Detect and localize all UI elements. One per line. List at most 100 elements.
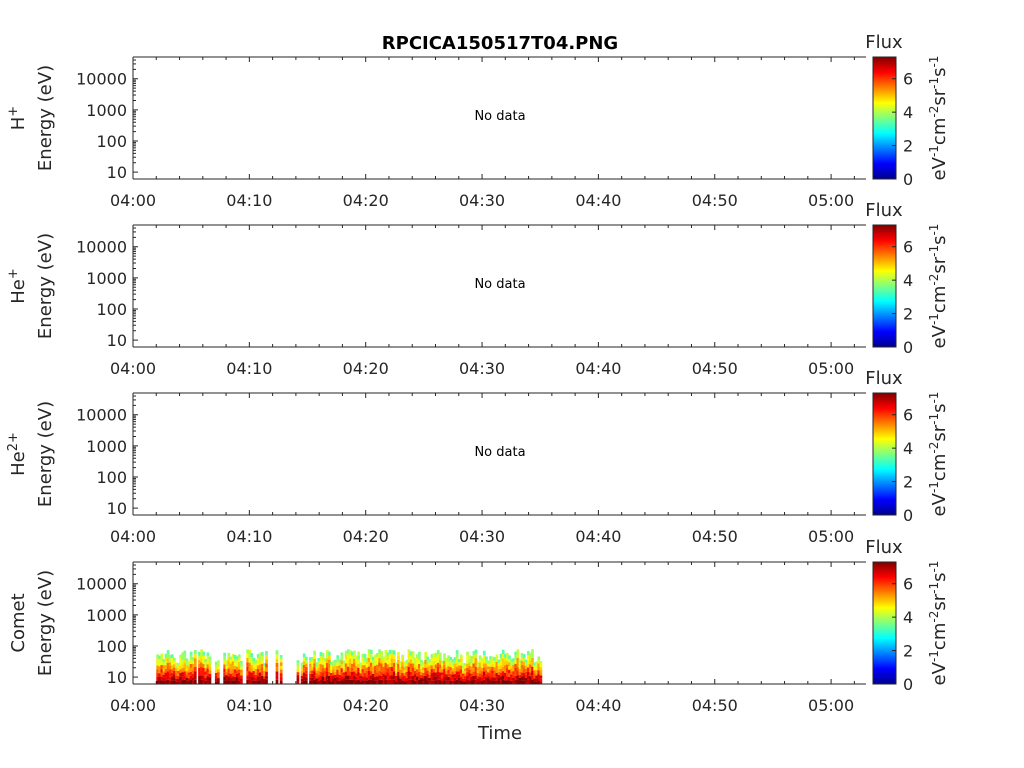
spectrogram-cell [522,676,526,681]
spectrogram-cell [346,657,350,663]
spectrogram-cell [175,678,178,682]
spectrogram-cell [193,675,197,680]
spectrogram-cell [495,654,499,659]
spectrogram-cell [237,680,241,684]
spectrogram-cell [223,680,226,684]
spectrogram-cell [323,661,327,665]
spectrogram-cell [524,662,528,666]
spectrogram-cell [342,675,346,679]
spectrogram-cell [386,660,390,665]
spectrogram-cell [495,661,499,666]
spectrogram-cell [319,676,323,681]
spectrogram-cell [256,676,260,681]
spectrogram-cell [514,651,518,656]
spectrogram-cell [533,662,536,666]
spectrogram-cell [430,657,434,662]
spectrogram-cell [403,664,407,668]
spectrogram-cell [300,681,304,684]
spectrogram-cell [344,675,348,680]
spectrogram-cell [321,668,325,673]
spectrogram-cell [378,649,381,654]
spectrogram-cell [369,679,373,684]
spectrogram-cell [229,670,233,674]
spectrogram-cell [328,675,331,680]
spectrogram-cell [309,667,312,671]
x-tick-label: 04:10 [226,359,272,378]
spectrogram-cell [533,675,536,679]
spectrogram-cell [300,662,304,666]
x-tick-label: 04:50 [692,527,738,546]
spectrogram-cell [160,676,164,681]
spectrogram-cell [367,666,371,671]
spectrogram-cell [351,679,354,684]
spectrogram-cell [173,670,176,675]
spectrogram-cell [411,651,415,656]
spectrogram-cell [158,676,162,681]
figure-title: RPCICA150517T04.PNG [382,33,618,54]
spectrogram-cell [177,670,180,674]
spectrogram-cell [524,677,528,681]
spectrogram-cell [518,674,522,678]
spectrogram-cell [388,679,392,684]
species-name: Comet [8,593,29,652]
spectrogram-cell [200,679,203,684]
spectrogram-cell [493,677,497,681]
spectrogram-cell [386,668,390,673]
spectrogram-cell [256,657,260,662]
spectrogram-cell [202,667,206,672]
spectrogram-cell [311,663,314,668]
spectrogram-cell [164,657,168,662]
spectrogram-cell [166,658,170,663]
unit-part: -1 [927,413,941,425]
spectrogram-cell [317,674,321,678]
spectrogram-cell [248,666,252,672]
spectrogram-cell [420,668,423,672]
spectrogram-cell [300,665,304,668]
spectrogram-cell [462,681,465,684]
spectrogram-cell [428,665,432,669]
spectrogram-cell [344,679,348,684]
spectrogram-cell [168,665,172,670]
spectrogram-cell [430,661,434,666]
spectrogram-cell [415,680,419,684]
spectrogram-cell [485,677,488,681]
spectrogram-cell [164,672,168,677]
spectrogram-cell [378,671,381,676]
spectrogram-cell [415,672,419,677]
spectrogram-cell [474,679,478,684]
spectrogram-cell [399,675,402,679]
spectrogram-cell [338,662,342,666]
spectrogram-cell [474,662,478,667]
spectrogram-cell [179,673,183,677]
spectrogram-cell [160,653,164,658]
spectrogram-cell [441,675,444,679]
spectrogram-cell [537,663,541,667]
spectrogram-cell [198,667,201,672]
spectrogram-cell [487,675,490,679]
spectrogram-cell [432,676,436,681]
spectrogram-cell [365,667,369,671]
spectrogram-cell [493,660,497,664]
spectrogram-cell [501,666,505,672]
spectrogram-cell [187,660,191,664]
spectrogram-cell [468,680,472,684]
spectrogram-cell [472,679,476,684]
spectrogram-cell [166,667,170,672]
unit-part: -1 [927,224,941,236]
spectrogram-cell [229,673,233,678]
spectrogram-cell [351,655,354,660]
spectrogram-cell [263,678,266,682]
spectrogram-cell [459,658,463,662]
spectrogram-cell [436,662,440,668]
spectrogram-cell [321,653,325,657]
spectrogram-cell [256,665,260,670]
x-tick-label: 04:00 [110,191,156,210]
spectrogram-cell [202,675,206,680]
spectrogram-cell [175,667,178,671]
spectrogram-cell [353,679,356,684]
spectrogram-cell [338,659,342,663]
unit-part: sr [929,424,950,441]
spectrogram-cell [487,663,490,667]
spectrogram-cell [351,659,354,664]
spectrogram-cell [434,668,438,673]
